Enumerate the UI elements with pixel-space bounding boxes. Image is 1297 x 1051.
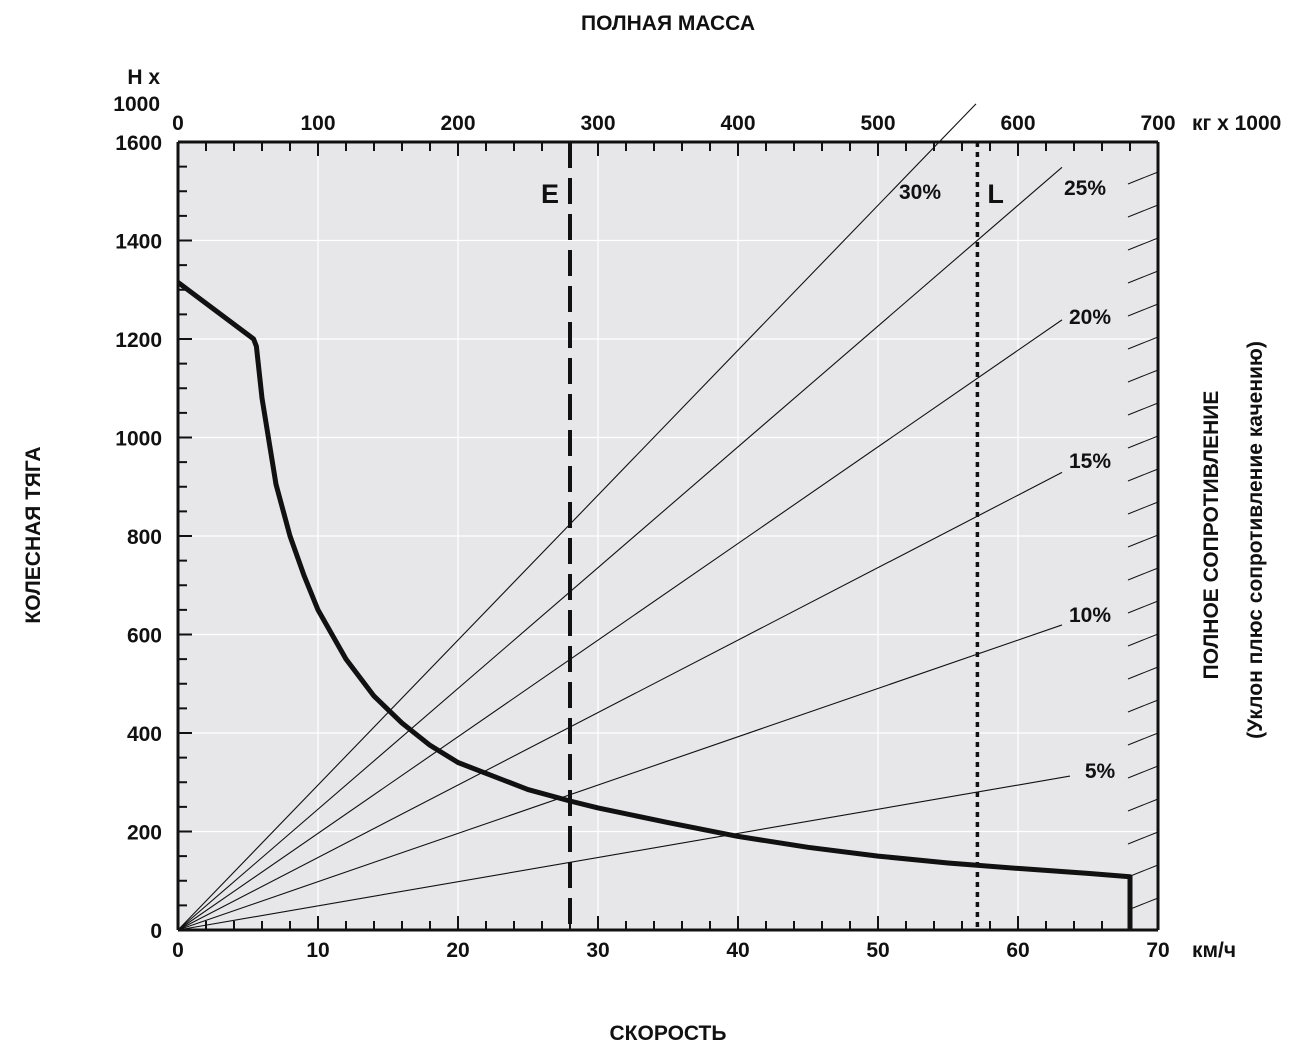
resistance-tick [1127,765,1159,779]
resistance-tick [1127,831,1159,845]
y-tick-label: 1000 [115,428,162,451]
x-tick-label: 30 [586,939,609,962]
resistance-tick [1127,270,1159,284]
x-axis-title: СКОРОСТЬ [610,1022,727,1045]
x-tick-label: 70 [1146,939,1169,962]
right-axis-title: ПОЛНОЕ СОПРОТИВЛЕНИЕ [1200,391,1223,680]
resistance-tick [1127,600,1159,614]
resistance-tick [1127,369,1159,383]
grade-line [177,103,977,931]
resistance-tick [1127,204,1159,218]
y-axis-title: КОЛЕСНАЯ ТЯГА [22,446,45,623]
y-tick-label: 1400 [115,231,162,254]
resistance-tick [1127,237,1159,251]
y-tick-label: 1600 [115,132,162,155]
top-tick-label: 200 [440,112,475,135]
marker-label-e: E [541,179,559,209]
grade-label: 20% [1069,306,1111,329]
x-tick-label: 40 [726,939,749,962]
y-tick-label: 600 [127,625,162,648]
grade-line [177,471,1063,931]
resistance-tick [1127,699,1159,713]
x-tick-label: 20 [446,939,469,962]
top-tick-label: 500 [860,112,895,135]
resistance-tick [1127,402,1159,416]
grade-label: 5% [1085,760,1116,783]
x-unit-label: км/ч [1192,939,1236,962]
resistance-tick [1127,864,1159,878]
resistance-tick [1127,468,1159,482]
resistance-tick [1127,171,1159,185]
top-tick-label: 100 [300,112,335,135]
resistance-tick [1127,336,1159,350]
grade-line [177,166,1063,931]
grade-line [177,624,1063,931]
grade-line [177,319,1063,931]
marker-label-l: L [987,179,1004,209]
top-tick-label: 700 [1140,112,1175,135]
x-tick-label: 10 [306,939,329,962]
top-tick-label: 0 [172,112,184,135]
top-tick-label: 400 [720,112,755,135]
resistance-tick [1127,732,1159,746]
resistance-tick [1127,666,1159,680]
x-tick-label: 60 [1006,939,1029,962]
x-tick-label: 0 [172,939,184,962]
grade-label: 10% [1069,604,1111,627]
y-tick-label: 200 [127,822,162,845]
grade-label: 25% [1064,177,1106,200]
resistance-tick [1127,435,1159,449]
resistance-tick [1127,534,1159,548]
y-tick-label: 400 [127,723,162,746]
resistance-tick [1127,303,1159,317]
resistance-tick [1127,501,1159,515]
top-tick-label: 600 [1000,112,1035,135]
top-unit-label: кг х 1000 [1192,112,1281,135]
y-tick-label: 0 [150,920,162,943]
chart-title: ПОЛНАЯ МАССА [581,12,755,35]
grade-label: 30% [899,181,941,204]
y-tick-label: 1200 [115,329,162,352]
grade-label: 15% [1069,450,1111,473]
top-tick-label: 300 [580,112,615,135]
right-axis-subtitle: (Уклон плюс сопротивление качению) [1244,341,1267,739]
resistance-tick [1127,567,1159,581]
resistance-tick [1127,633,1159,647]
x-tick-label: 50 [866,939,889,962]
y-tick-label: 800 [127,526,162,549]
grade-line [177,775,1071,931]
rimpull-curve [176,280,1133,930]
resistance-tick [1127,897,1159,911]
y-unit-label-line1: Н х [127,66,160,89]
y-unit-label-line2: 1000 [113,93,160,116]
resistance-tick [1127,798,1159,812]
